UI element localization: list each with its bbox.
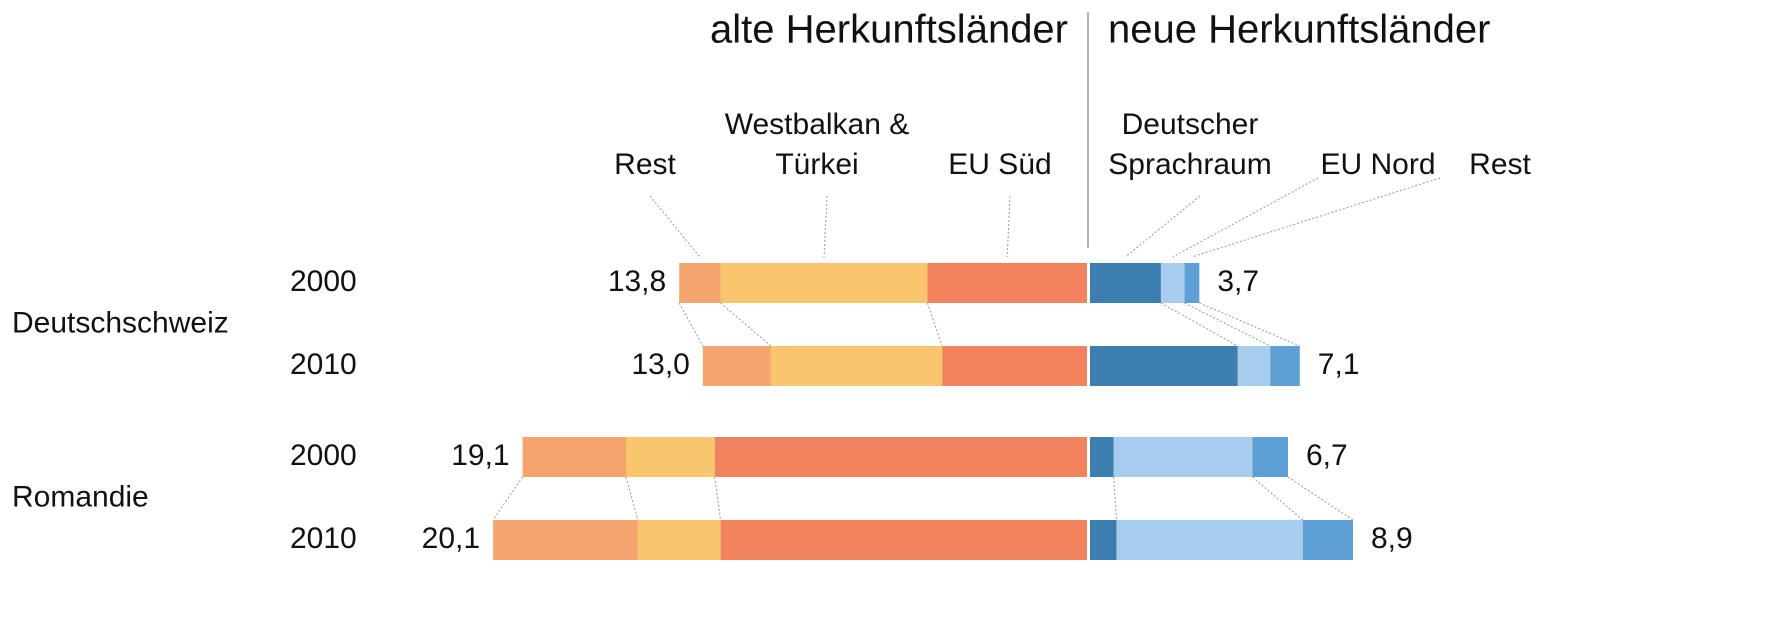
group-label: Romandie <box>12 480 149 513</box>
connector <box>492 476 524 521</box>
bar-segment <box>720 263 928 303</box>
connector <box>678 302 704 347</box>
bar-segment <box>637 520 721 560</box>
year-label: 2010 <box>290 522 357 555</box>
total-label: 19,1 <box>451 439 509 472</box>
leader-line <box>1125 195 1201 258</box>
leader-line <box>1006 195 1011 258</box>
total-label: 3,7 <box>1217 265 1259 298</box>
bar-segment <box>702 346 771 386</box>
bar-segment <box>679 263 721 303</box>
bar-segment <box>1090 263 1161 303</box>
connector <box>714 476 722 521</box>
series-label: Rest <box>614 148 676 181</box>
connector <box>926 302 943 347</box>
connector <box>1184 302 1271 347</box>
year-label: 2010 <box>290 348 357 381</box>
series-label: EU Nord <box>1320 148 1436 181</box>
bar-segment <box>1090 346 1238 386</box>
bar-segment <box>770 346 943 386</box>
bar-segment <box>927 263 1087 303</box>
bar-segment <box>522 437 627 477</box>
bar-segment <box>626 437 715 477</box>
connector <box>1113 476 1118 521</box>
connector <box>625 476 639 521</box>
bar-segment <box>1237 346 1271 386</box>
total-label: 20,1 <box>422 522 480 555</box>
leader-line <box>1172 177 1319 258</box>
leader-line <box>1191 177 1441 258</box>
right-title: neue Herkunftsländer <box>1108 8 1490 52</box>
bar-segment <box>1113 437 1253 477</box>
group-label: Deutschschweiz <box>12 306 229 339</box>
connector <box>720 302 772 347</box>
series-label: Rest <box>1469 148 1531 181</box>
series-label: EU Süd <box>948 148 1052 181</box>
bar-segment <box>1252 437 1288 477</box>
connector <box>1199 302 1301 347</box>
series-label: Westbalkan & Türkei <box>724 108 910 181</box>
total-label: 8,9 <box>1371 522 1413 555</box>
bar-segment <box>1270 346 1300 386</box>
total-label: 13,0 <box>631 348 689 381</box>
bar-segment <box>1160 263 1185 303</box>
total-label: 7,1 <box>1318 348 1360 381</box>
bar-segment <box>714 437 1087 477</box>
left-title: alte Herkunftsländer <box>710 8 1068 52</box>
bar-segment <box>493 520 638 560</box>
bar-segment <box>1302 520 1353 560</box>
bar-segment <box>1090 520 1117 560</box>
year-label: 2000 <box>290 265 357 298</box>
bar-segment <box>1116 520 1303 560</box>
connector <box>1252 476 1304 521</box>
connector <box>1160 302 1238 347</box>
total-label: 13,8 <box>608 265 666 298</box>
series-label: Deutscher Sprachraum <box>1108 108 1272 181</box>
bar-segment <box>1184 263 1200 303</box>
leader-line <box>823 195 828 258</box>
connector <box>1287 476 1354 521</box>
leader-line <box>649 195 701 258</box>
bar-segment <box>1090 437 1114 477</box>
bar-segment <box>942 346 1087 386</box>
year-label: 2000 <box>290 439 357 472</box>
total-label: 6,7 <box>1306 439 1348 472</box>
bar-segment <box>720 520 1087 560</box>
